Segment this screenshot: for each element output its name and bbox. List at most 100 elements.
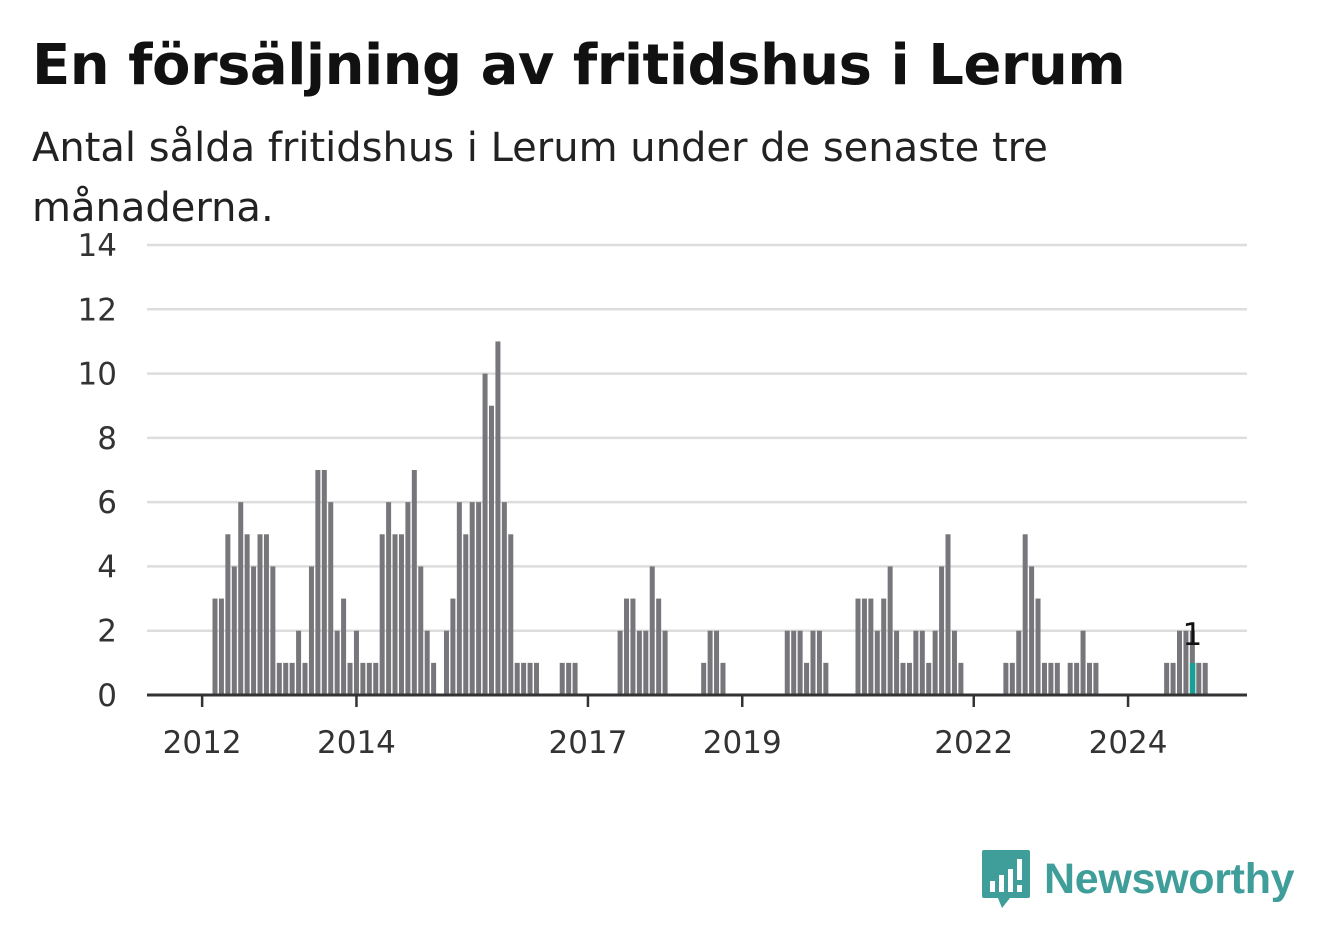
bar	[347, 662, 353, 695]
bar	[463, 534, 469, 695]
bar	[791, 630, 797, 695]
bar	[231, 566, 237, 695]
bar	[296, 630, 302, 695]
bar	[816, 630, 822, 695]
bar	[823, 662, 829, 695]
axes: 0 2 4 6 8 10 12 14 1 2012 2014 2017 2019 2022 2024	[78, 228, 1247, 761]
bar	[257, 534, 263, 695]
bar	[1093, 662, 1099, 695]
bar	[919, 630, 925, 695]
bar	[881, 598, 887, 695]
bar	[1003, 662, 1009, 695]
bar	[707, 630, 713, 695]
bar	[1164, 662, 1170, 695]
bar	[861, 598, 867, 695]
bar	[810, 630, 816, 695]
bar	[308, 566, 314, 695]
bar	[302, 662, 308, 695]
bar	[1041, 662, 1047, 695]
bar	[334, 630, 340, 695]
bar	[379, 534, 385, 695]
bar	[263, 534, 269, 695]
bar	[624, 598, 630, 695]
bars	[212, 341, 1208, 695]
bar	[514, 662, 520, 695]
y-tick-label: 10	[78, 357, 117, 393]
bar	[887, 566, 893, 695]
bar	[874, 630, 880, 695]
bar	[398, 534, 404, 695]
bar	[251, 566, 257, 695]
bar	[939, 566, 945, 695]
bar	[1009, 662, 1015, 695]
bar	[1170, 662, 1176, 695]
bar-chart-speech-bubble-icon	[982, 850, 1030, 908]
chart-subtitle: Antal sålda fritidshus i Lerum under de …	[32, 125, 1048, 231]
bar	[405, 502, 411, 695]
bar	[366, 662, 372, 695]
bar	[784, 630, 790, 695]
bar	[1016, 630, 1022, 695]
bar	[225, 534, 231, 695]
bar	[341, 598, 347, 695]
bar	[894, 630, 900, 695]
x-tick-label: 2017	[548, 725, 627, 761]
bar	[534, 662, 539, 695]
bar	[913, 630, 919, 695]
bar	[926, 662, 932, 695]
bar	[238, 502, 244, 695]
highlight-value-label: 1	[1182, 617, 1202, 653]
bar	[617, 630, 623, 695]
bar	[218, 598, 224, 695]
bar	[360, 662, 366, 695]
y-tick-label: 14	[78, 228, 117, 264]
bar	[488, 405, 494, 695]
bar	[1029, 566, 1035, 695]
bar	[283, 662, 289, 695]
bar	[636, 630, 642, 695]
x-tick-label: 2024	[1089, 725, 1168, 761]
bar	[244, 534, 250, 695]
bar	[1202, 662, 1208, 695]
bar	[1048, 662, 1054, 695]
bar	[1074, 662, 1080, 695]
chart-title: En försäljning av fritidshus i Lerum	[32, 33, 1126, 98]
bar	[714, 630, 720, 695]
bar	[868, 598, 874, 695]
bar	[373, 662, 379, 695]
bar	[945, 534, 951, 695]
bar	[469, 502, 475, 695]
x-tick-label: 2022	[934, 725, 1013, 761]
y-tick-label: 12	[78, 292, 117, 328]
bar	[495, 341, 501, 695]
bar	[212, 598, 218, 695]
bar	[566, 662, 572, 695]
bar	[1086, 662, 1092, 695]
bar	[424, 630, 430, 695]
bar	[906, 662, 912, 695]
bar	[431, 662, 437, 695]
bar	[656, 598, 662, 695]
bar	[804, 662, 810, 695]
highlight-bar	[1189, 662, 1196, 695]
bar	[643, 630, 649, 695]
bar	[411, 470, 417, 695]
bar	[1035, 598, 1041, 695]
bar	[900, 662, 906, 695]
bar	[521, 662, 527, 695]
bar	[456, 502, 462, 695]
bar	[443, 630, 449, 695]
bar	[315, 470, 321, 695]
bar	[353, 630, 359, 695]
bar	[1067, 662, 1073, 695]
bar	[932, 630, 938, 695]
bar	[855, 598, 861, 695]
bar	[1196, 662, 1202, 695]
bar	[386, 502, 392, 695]
bar	[289, 662, 295, 695]
bar	[501, 502, 507, 695]
bar	[392, 534, 398, 695]
x-tick-label: 2014	[317, 725, 396, 761]
logo-wordmark: Newsworthy	[1044, 854, 1295, 903]
